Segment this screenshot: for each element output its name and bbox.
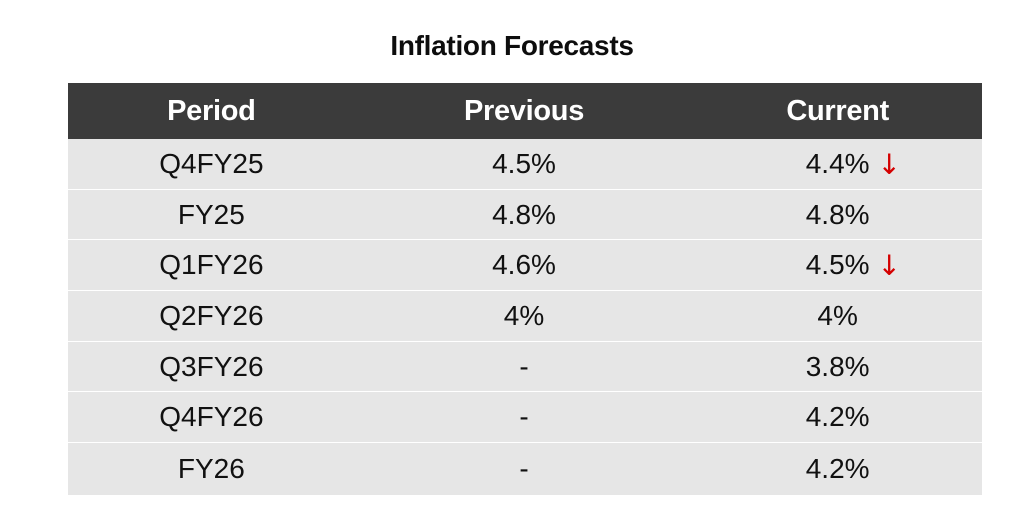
table-row: Q4FY26 - 4.2% bbox=[68, 392, 982, 444]
inflation-forecast-table: Period Previous Current Q4FY25 4.5% 4.4%… bbox=[68, 83, 982, 496]
current-value-wrap: 3.8% bbox=[806, 351, 870, 383]
current-value: 4.4% bbox=[805, 147, 870, 179]
period-cell: Q4FY26 bbox=[159, 401, 264, 433]
current-value: 4.5% bbox=[805, 249, 870, 281]
column-header-previous: Previous bbox=[463, 94, 585, 127]
period-cell: FY25 bbox=[177, 198, 245, 230]
table-row: FY26 - 4.2% bbox=[68, 443, 982, 496]
previous-cell: - bbox=[519, 350, 529, 382]
current-cell: 4.2% bbox=[693, 401, 982, 433]
current-cell: 4.8% bbox=[693, 199, 982, 231]
down-arrow-icon: ↓ bbox=[877, 147, 902, 181]
previous-cell: - bbox=[519, 401, 529, 433]
down-arrow-icon: ↓ bbox=[877, 249, 902, 283]
current-value: 4.2% bbox=[805, 401, 870, 433]
current-value-wrap: 4% bbox=[817, 300, 857, 332]
previous-cell: 4% bbox=[503, 299, 545, 331]
current-value-wrap: 4.4% ↓ bbox=[805, 147, 901, 181]
column-header-current: Current bbox=[786, 94, 889, 127]
current-value-wrap: 4.8% bbox=[806, 199, 870, 231]
period-cell: FY26 bbox=[177, 453, 245, 485]
previous-cell: 4.8% bbox=[492, 198, 556, 230]
current-value: 3.8% bbox=[805, 350, 870, 382]
current-value: 4.8% bbox=[805, 198, 870, 230]
current-value-wrap: 4.5% ↓ bbox=[805, 249, 901, 282]
previous-cell: 4.6% bbox=[492, 249, 556, 281]
previous-cell: - bbox=[519, 453, 529, 485]
table-row: FY25 4.8% 4.8% bbox=[68, 189, 982, 241]
current-cell: 4% bbox=[693, 300, 982, 332]
table-title: Inflation Forecasts bbox=[390, 30, 634, 61]
period-cell: Q3FY26 bbox=[159, 350, 264, 382]
current-cell: 3.8% bbox=[693, 351, 982, 383]
current-value: 4% bbox=[817, 299, 858, 331]
current-cell: 4.4% ↓ bbox=[693, 147, 982, 181]
period-cell: Q4FY25 bbox=[159, 147, 264, 179]
column-header-period: Period bbox=[167, 94, 256, 127]
current-cell: 4.2% bbox=[693, 453, 982, 485]
current-value-wrap: 4.2% bbox=[806, 401, 870, 433]
table-row: Q4FY25 4.5% 4.4% ↓ bbox=[68, 139, 982, 190]
period-cell: Q1FY26 bbox=[159, 249, 264, 281]
table-header-row: Period Previous Current bbox=[68, 83, 982, 139]
previous-cell: 4.5% bbox=[492, 147, 556, 179]
period-cell: Q2FY26 bbox=[159, 299, 264, 331]
table-row: Q2FY26 4% 4% bbox=[68, 291, 982, 342]
table-row: Q1FY26 4.6% 4.5% ↓ bbox=[68, 240, 982, 292]
current-value-wrap: 4.2% bbox=[806, 453, 870, 485]
table-row: Q3FY26 - 3.8% bbox=[68, 341, 982, 393]
current-cell: 4.5% ↓ bbox=[693, 249, 982, 282]
current-value: 4.2% bbox=[805, 453, 870, 485]
